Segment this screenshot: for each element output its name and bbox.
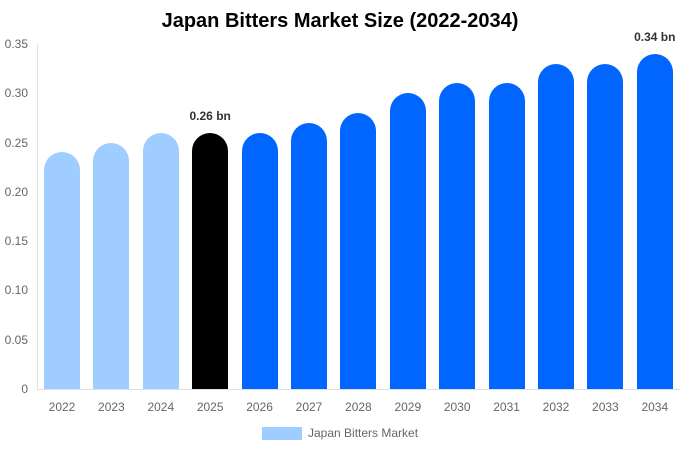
bar-2022[interactable] xyxy=(44,152,80,389)
y-tick-label: 0.20 xyxy=(4,184,28,199)
y-tick-label: 0.10 xyxy=(4,283,28,298)
bar-2031[interactable] xyxy=(488,83,525,389)
bar-2026[interactable] xyxy=(241,132,278,389)
bar-2034[interactable] xyxy=(636,53,673,389)
data-label-2034: 0.34 bn xyxy=(634,29,676,44)
x-tick-label: 2034 xyxy=(641,400,669,414)
bar-2032[interactable] xyxy=(538,63,574,389)
y-tick-label: 0.15 xyxy=(4,234,28,249)
bar-2033[interactable] xyxy=(587,63,624,389)
bar-2024[interactable] xyxy=(142,132,179,389)
chart-title: Japan Bitters Market Size (2022-2034) xyxy=(161,10,519,32)
legend-swatch xyxy=(262,426,302,440)
x-tick-label: 2024 xyxy=(147,400,175,414)
x-tick-label: 2023 xyxy=(98,400,125,414)
legend-label: Japan Bitters Market xyxy=(308,426,419,440)
y-tick-label: 0.30 xyxy=(4,86,28,101)
y-tick-label: 0.35 xyxy=(4,37,28,51)
bar-2025[interactable] xyxy=(192,132,229,389)
y-tick-label: 0 xyxy=(21,382,28,396)
y-axis-line xyxy=(37,44,38,389)
legend[interactable]: Japan Bitters Market xyxy=(262,426,418,440)
bar-2030[interactable] xyxy=(439,83,476,389)
x-tick-label: 2026 xyxy=(246,400,273,414)
x-tick-label: 2022 xyxy=(48,400,76,414)
data-label-2025: 0.26 bn xyxy=(189,108,231,123)
x-tick-label: 2030 xyxy=(443,400,471,414)
y-tick-label: 0.05 xyxy=(4,332,28,347)
x-tick-label: 2025 xyxy=(196,400,224,414)
bar-2029[interactable] xyxy=(389,93,426,389)
x-tick-label: 2028 xyxy=(345,400,372,414)
bar-2028[interactable] xyxy=(340,113,377,389)
x-tick-label: 2033 xyxy=(592,400,619,414)
y-tick-label: 0.25 xyxy=(4,135,28,150)
x-tick-label: 2031 xyxy=(493,400,520,414)
bar-2027[interactable] xyxy=(291,122,327,389)
x-tick-label: 2029 xyxy=(394,400,422,414)
bar-2023[interactable] xyxy=(93,142,130,389)
x-tick-label: 2032 xyxy=(542,400,570,414)
x-tick-label: 2027 xyxy=(295,400,323,414)
x-axis-line xyxy=(37,389,680,390)
